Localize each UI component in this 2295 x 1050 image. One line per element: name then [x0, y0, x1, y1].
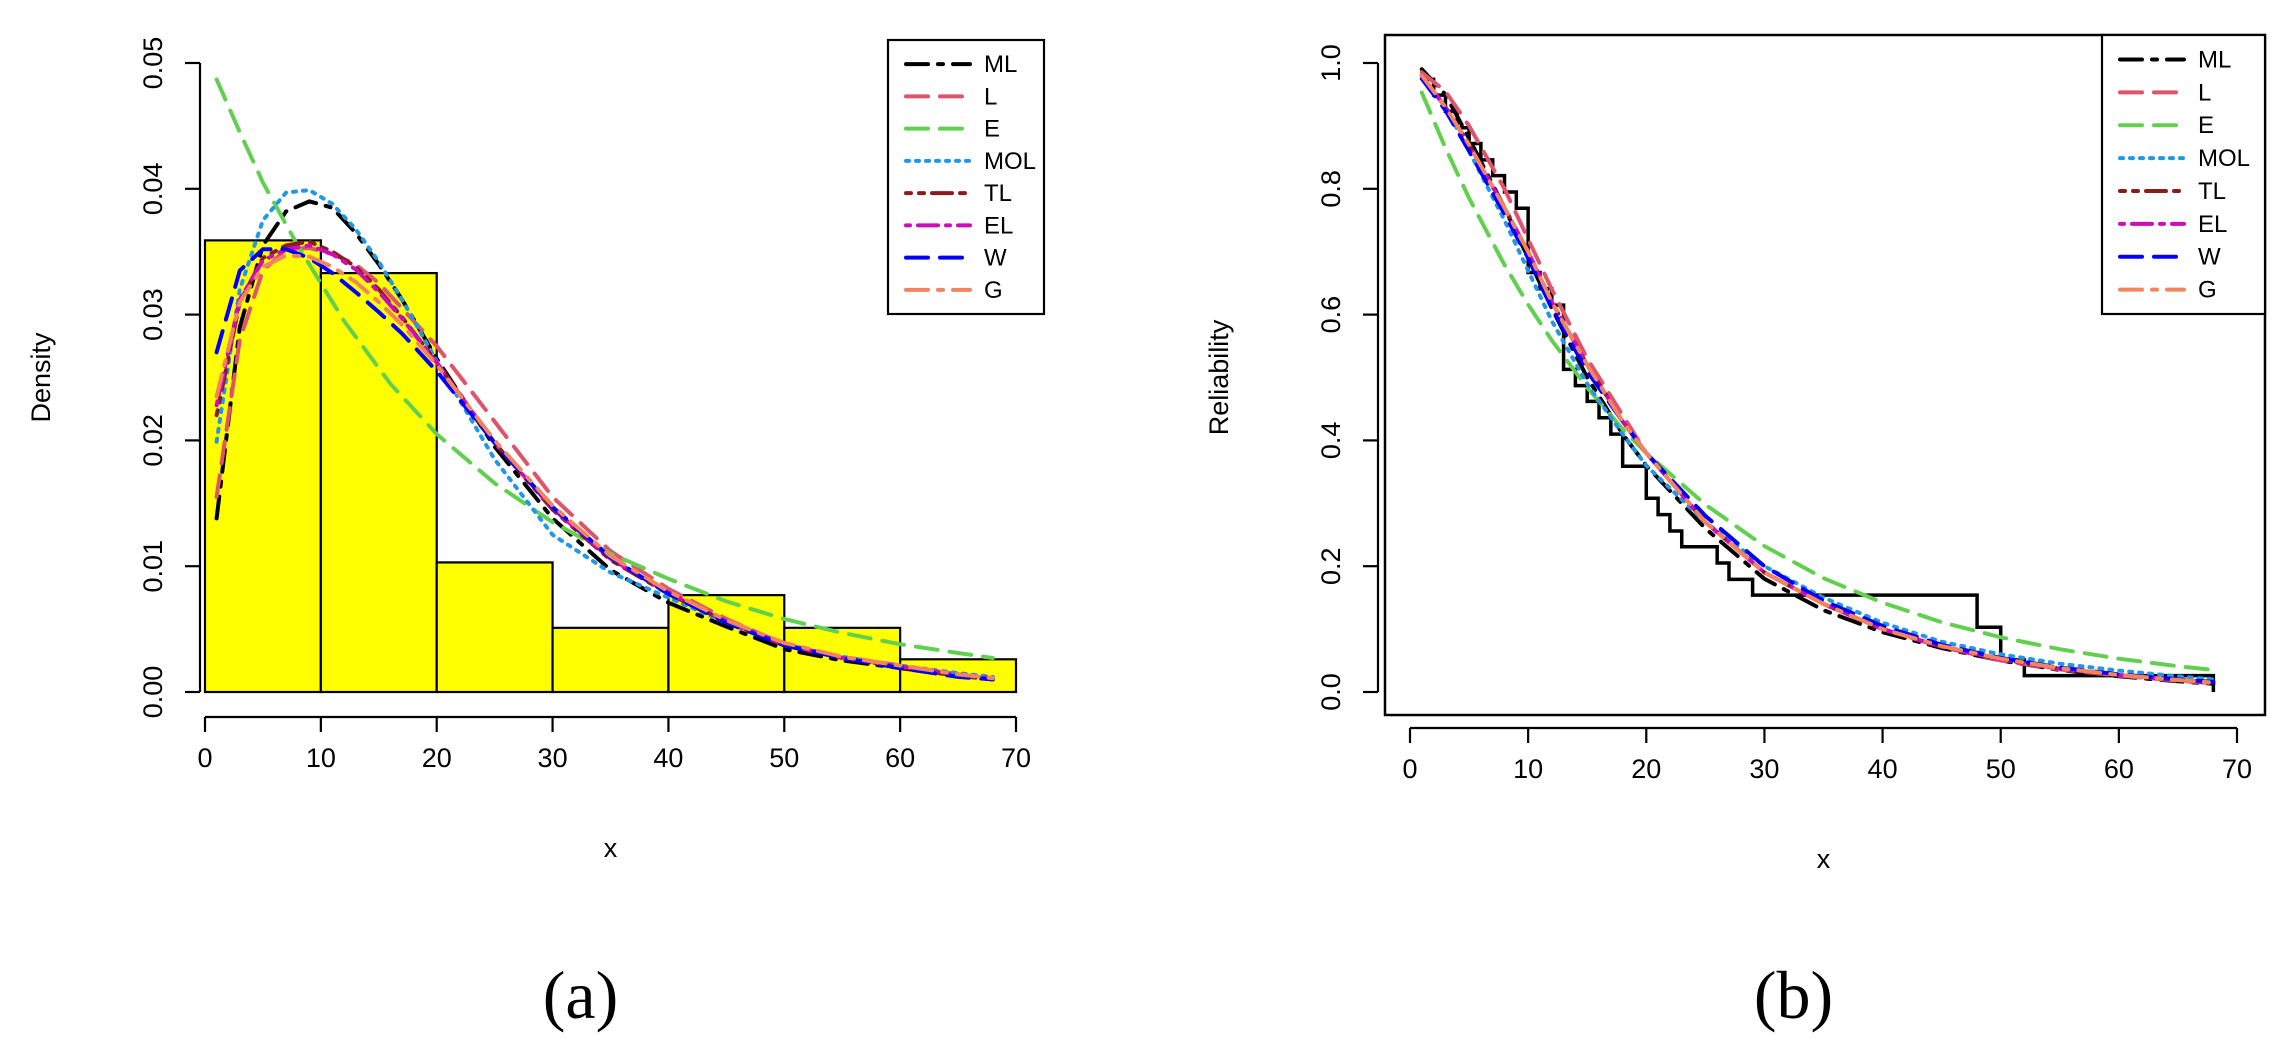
legend-label: TL	[984, 180, 1012, 207]
y-tick-label: 0.04	[138, 163, 168, 216]
legend-label: L	[2198, 79, 2211, 106]
legend-label: ML	[984, 51, 1017, 78]
x-tick-label: 40	[1868, 754, 1898, 784]
legend: ML LE MOL TL EL WG	[2100, 33, 2267, 316]
y-axis-label: Density	[26, 332, 56, 423]
y-tick-label: 0.05	[138, 37, 168, 90]
histogram-bar	[551, 626, 670, 694]
x-tick-label: 0	[1402, 754, 1417, 784]
legend-label: MOL	[984, 148, 1036, 175]
series-line-tl	[1419, 73, 2216, 685]
x-tick-label: 70	[2222, 754, 2252, 784]
x-tick-label: 50	[769, 743, 799, 773]
legend-label: G	[984, 277, 1003, 304]
y-tick-label: 0.2	[1316, 547, 1346, 585]
histogram-bar	[319, 271, 438, 694]
panel-label: (b)	[1754, 957, 1833, 1033]
histogram-bar	[435, 561, 554, 694]
legend-box	[886, 38, 1046, 316]
x-axis-label: x	[1817, 844, 1831, 874]
y-axis-label: Reliability	[1204, 319, 1234, 435]
y-tick-label: 0.8	[1316, 170, 1346, 208]
panel-b: 0 10 20 30 40 50 60 70 x 0.0 0.2 0.4 0.6 0.8 1.0 Reliab…	[1204, 33, 2267, 1033]
legend-label: W	[2198, 244, 2221, 271]
legend-label: E	[2198, 112, 2214, 139]
x-tick-label: 20	[422, 743, 452, 773]
legend-box	[2100, 33, 2267, 316]
series-line-w	[1419, 76, 2216, 684]
x-tick-label: 30	[1749, 754, 1779, 784]
panel-label: (a)	[543, 957, 618, 1033]
y-tick-label: 0.4	[1316, 422, 1346, 460]
y-tick-label: 0.0	[1316, 673, 1346, 711]
series-line-l	[1419, 70, 2216, 686]
x-tick-label: 60	[885, 743, 915, 773]
panel-a: 0 10 20 30 40 50 60 70 x 0.00 0.01 0.02 0.03 0.04 0.05…	[26, 37, 1046, 1033]
y-tick-label: 0.01	[138, 540, 168, 593]
y-tick-label: 0.02	[138, 414, 168, 467]
legend: ML LE MOL TL EL WG	[886, 38, 1046, 316]
x-axis-label: x	[604, 833, 618, 863]
legend-label: ML	[2198, 46, 2231, 73]
series-line-e	[214, 77, 995, 660]
series-line-mol	[1419, 73, 2216, 682]
legend-label: L	[984, 83, 997, 110]
series-line-ml	[1419, 67, 2216, 686]
legend-label: EL	[2198, 211, 2227, 238]
x-tick-label: 0	[197, 743, 212, 773]
legend-label: E	[984, 116, 1000, 143]
x-tick-label: 20	[1631, 754, 1661, 784]
series-line-el	[1419, 73, 2216, 685]
x-tick-label: 70	[1001, 743, 1031, 773]
x-tick-label: 10	[306, 743, 336, 773]
y-tick-label: 0.00	[138, 666, 168, 719]
x-tick-label: 50	[1986, 754, 2016, 784]
series-line-e	[1419, 90, 2216, 672]
x-tick-label: 40	[653, 743, 683, 773]
y-tick-label: 0.6	[1316, 296, 1346, 334]
x-tick-label: 30	[538, 743, 568, 773]
series-line-ml	[214, 199, 995, 682]
legend-label: MOL	[2198, 145, 2250, 172]
plot-frame	[1383, 33, 2267, 717]
legend-label: EL	[984, 212, 1013, 239]
legend-label: G	[2198, 277, 2217, 304]
series-line-g	[214, 253, 995, 681]
legend-label: TL	[2198, 178, 2226, 205]
y-tick-label: 0.03	[138, 288, 168, 341]
legend-label: W	[984, 245, 1007, 272]
x-tick-label: 10	[1513, 754, 1543, 784]
x-tick-label: 60	[2104, 754, 2134, 784]
y-tick-label: 1.0	[1316, 44, 1346, 82]
series-line-g	[1419, 73, 2216, 685]
